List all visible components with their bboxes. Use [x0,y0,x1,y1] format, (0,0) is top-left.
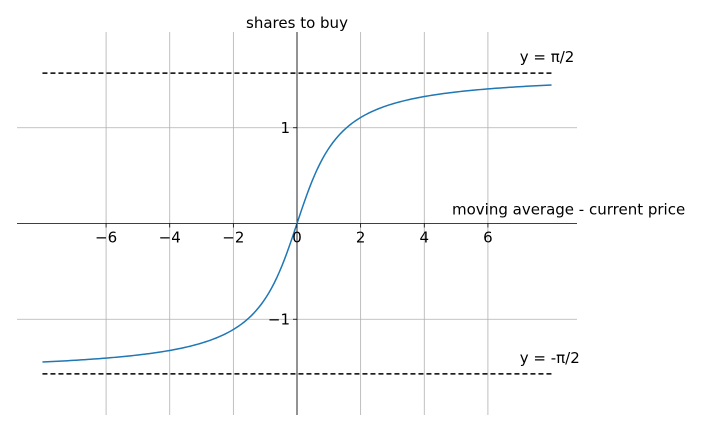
y-tick-label: 1 [280,119,290,137]
x-tick-label: 0 [292,229,302,247]
x-tick-label: 4 [419,229,429,247]
x-axis-label: moving average - current price [452,201,685,219]
x-tick-label: −4 [159,229,181,247]
x-tick-label: −6 [95,229,117,247]
upper-asymptote-label: y = π/2 [520,48,575,66]
tick-labels: −6 −4 −2 0 2 4 6 1 −1 [95,119,493,329]
reference-lines: y = π/2 y = -π/2 [42,48,580,375]
y-axis-label: shares to buy [246,14,348,32]
x-tick-label: −2 [222,229,244,247]
x-tick-label: 6 [483,229,493,247]
lower-asymptote-label: y = -π/2 [520,349,580,367]
x-tick-label: 2 [356,229,366,247]
y-tick-label: −1 [268,310,290,328]
